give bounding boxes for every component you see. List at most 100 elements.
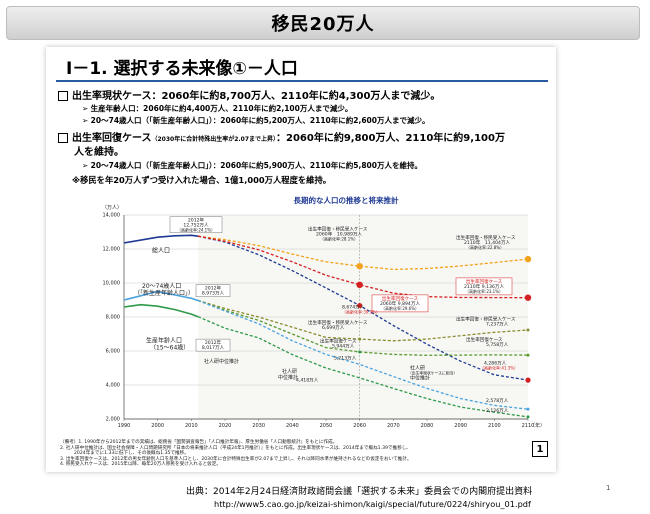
annotation-ipss-2110: 4,286万人 bbox=[484, 361, 507, 367]
x-tick-label: 2040 bbox=[286, 423, 299, 429]
annotation-recovery-2060: 出生率回復ケース bbox=[382, 295, 419, 302]
chart-labels: 2,000 4,000 6,000 8,000 10,000 12,000 14,000 19… bbox=[102, 195, 545, 429]
annotation-recovery-2110-rate: （高齢化率:23.1%） bbox=[465, 288, 503, 294]
annotation-recovery-2110-val: 2110年 9,136万人 bbox=[464, 283, 504, 290]
series-line bbox=[197, 299, 529, 410]
y-tick-label: 12,000 bbox=[103, 247, 121, 253]
square-bullet-icon bbox=[58, 133, 68, 143]
x-tick-label: 2090 bbox=[454, 423, 467, 429]
label-ipss-mid-3b: 中位推計 bbox=[410, 375, 430, 382]
callout-text: 12,752万人 bbox=[183, 223, 209, 229]
title-divider bbox=[56, 80, 548, 82]
annotation-ipss-2060-rate: （高齢化率:39.9%） bbox=[342, 309, 380, 315]
label-age-20-74: 20～74歳人口 bbox=[142, 282, 181, 290]
label-ipss-mid-2: 社人研 bbox=[282, 368, 297, 375]
footnote: 2024年までに1.33に低下し、その後概ね1.35で推移。 bbox=[74, 451, 189, 457]
annotation-migration-20-74-2110: 7,237万人 bbox=[486, 321, 509, 327]
callout-recovery-2110 bbox=[455, 277, 513, 296]
case1-sub-a: 生産年齢人口：2060年に約4,400万人、2110年に約2,100万人まで減少… bbox=[82, 103, 353, 114]
label-ipss-mid-2b: 中位推計 bbox=[278, 374, 298, 381]
slide-number-box: 1 bbox=[532, 441, 548, 457]
annotation-ipss-working-2110: 2,126万人 bbox=[486, 408, 509, 414]
slide: Ⅰ－1. 選択する未来像①－人口 出生率現状ケース：2060年に約8,700万人… bbox=[46, 47, 556, 472]
annotation-migration-20-74-2060: 6,699万人 bbox=[322, 325, 345, 331]
annotation-recovery-2060-val: 2060年 9,894万人 bbox=[380, 300, 420, 307]
label-working-age: 生産年齢人口 bbox=[146, 337, 182, 345]
y-tick-label: 6,000 bbox=[106, 349, 120, 355]
marker-2060-20-74-mig bbox=[358, 337, 362, 341]
marker-2060-recovery bbox=[356, 281, 363, 289]
page-banner-title: 移民20万人 bbox=[6, 6, 640, 40]
callout-text: 2012年 bbox=[188, 217, 205, 224]
annotation-migration-20-74: 出生率回復・移民受入ケース bbox=[308, 319, 368, 326]
annotation-recovery-20-74-2110: 5,758万人 bbox=[486, 342, 509, 348]
annotation-migration-2110: 出生率回復・移民受入ケース bbox=[456, 234, 516, 241]
page-number: 1 bbox=[606, 484, 611, 492]
marker-2110-recovery bbox=[524, 294, 532, 301]
series-line bbox=[123, 290, 199, 302]
x-tick-label: 2070 bbox=[387, 423, 400, 429]
x-tick-label: 2100 bbox=[488, 423, 501, 429]
annotation-recovery-20-74: 出生率回復ケース bbox=[320, 338, 357, 345]
annotation-ipss-20-74-2060: 5,213万人 bbox=[334, 356, 357, 362]
footnote: （備考）1. 1990年から2012年までの実績は、総務省「国勢調査報告」「人口… bbox=[60, 440, 338, 445]
annotation-recovery-2060-rate: （高齢化率:29.6%） bbox=[381, 305, 419, 311]
marker-2110-20-74-rec bbox=[526, 353, 530, 357]
series-line bbox=[123, 303, 199, 318]
footnote: 2. 社人研中位推計は、国立社会保障・人口問題研究所「日本の将来推計人口（平成2… bbox=[60, 445, 411, 451]
square-bullet-icon bbox=[58, 91, 68, 101]
annotation-migration-20-74-right: 出生率回復・移民受入ケース bbox=[456, 315, 516, 322]
annotation-ipss-working-2060: 4,418万人 bbox=[296, 378, 319, 384]
x-tick-label: 1990 bbox=[118, 423, 131, 429]
annotation-recovery-2110: 出生率回復ケース bbox=[466, 278, 503, 285]
case2-head: 出生率回復ケース bbox=[72, 133, 152, 144]
marker-2060-ipss bbox=[357, 302, 363, 309]
x-tick-label: 2110 bbox=[522, 423, 535, 429]
label-ipss-mid-3: 社人研 bbox=[410, 365, 425, 372]
label-ipss-mid-1: 社人研中位推計 bbox=[204, 358, 239, 365]
case1-text: 出生率現状ケース：2060年に約8,700万人、2110年に約4,300万人まで… bbox=[72, 91, 441, 102]
chart-markers bbox=[356, 255, 532, 419]
marker-2110-20-74-ipss bbox=[526, 407, 530, 411]
y-tick-label: 10,000 bbox=[103, 281, 121, 287]
x-tick-label: 2000 bbox=[151, 423, 164, 429]
annotation-recovery-20-74-2060: 5,944万人 bbox=[332, 344, 355, 350]
label-total-population: 総人口 bbox=[152, 246, 170, 254]
case1-line: 出生率現状ケース：2060年に約8,700万人、2110年に約4,300万人まで… bbox=[58, 87, 440, 102]
label-ipss-note: （出生率現状ケースに相当） bbox=[408, 371, 457, 376]
case2-cont: 人を維持。 bbox=[74, 147, 124, 158]
source-citation: 出典：2014年2月24日経済財政諮問会議「選択する未来」委員会での内閣府提出資… bbox=[186, 487, 533, 497]
source-url[interactable]: http://www5.cao.go.jp/keizai-shimon/kaig… bbox=[214, 499, 531, 509]
slide-title: Ⅰ－1. 選択する未来像①－人口 bbox=[66, 59, 298, 79]
series-line bbox=[123, 234, 199, 244]
y-tick-label: 8,000 bbox=[106, 315, 120, 321]
label-age-20-74-sub: （「新生産年齢人口」） bbox=[134, 289, 194, 297]
x-tick-label: 2020 bbox=[219, 423, 232, 429]
annotation-ipss-2110-rate: （高齢化率:41.3%） bbox=[480, 365, 518, 371]
marker-2060-20-74 bbox=[358, 350, 362, 354]
marker-2110-ipss bbox=[525, 377, 531, 383]
x-tick-label: 2060 bbox=[353, 423, 366, 429]
label-working-age-sub: （15～64歳） bbox=[150, 344, 189, 352]
x-tick-label: 2050 bbox=[320, 423, 333, 429]
y-tick-label: 14,000 bbox=[103, 213, 121, 219]
annotation-recovery-20-74-right: 出生率回復ケース bbox=[466, 336, 503, 343]
footnote: 4. 移民受入れケースは、2015年以降、毎年20万人移民を受け入れると仮定。 bbox=[60, 462, 221, 468]
y-tick-label: 2,000 bbox=[106, 417, 120, 423]
callout-2012-total bbox=[169, 216, 223, 233]
marker-2060-migration bbox=[356, 262, 363, 270]
x-tick-label: 2030 bbox=[252, 423, 265, 429]
x-axis-label: （年） bbox=[530, 422, 545, 429]
annotation-migration-2060: 2060年 10,989万人 bbox=[316, 230, 363, 237]
annotation-migration-2110-rate: （高齢化率:22.8%） bbox=[466, 244, 504, 250]
callout-text: 8,017万人 bbox=[202, 345, 225, 351]
callout-text: 8,973万人 bbox=[202, 291, 225, 297]
footnotes: （備考）1. 1990年から2012年までの実績は、総務省「国勢調査報告」「人口… bbox=[60, 440, 411, 468]
case2-line: 出生率回復ケース（2030年に合計特殊出生率が2.07まで上昇）：2060年に約… bbox=[58, 129, 505, 144]
case2-tail: ：2060年に約9,800万人、2110年に約9,100万 bbox=[276, 133, 505, 144]
callout-2012-20-74 bbox=[195, 284, 231, 297]
callout-recovery-2060 bbox=[371, 294, 429, 313]
series-line bbox=[197, 316, 529, 418]
callout-text: 2012年 bbox=[205, 285, 222, 292]
x-tick-label: 2080 bbox=[421, 423, 434, 429]
